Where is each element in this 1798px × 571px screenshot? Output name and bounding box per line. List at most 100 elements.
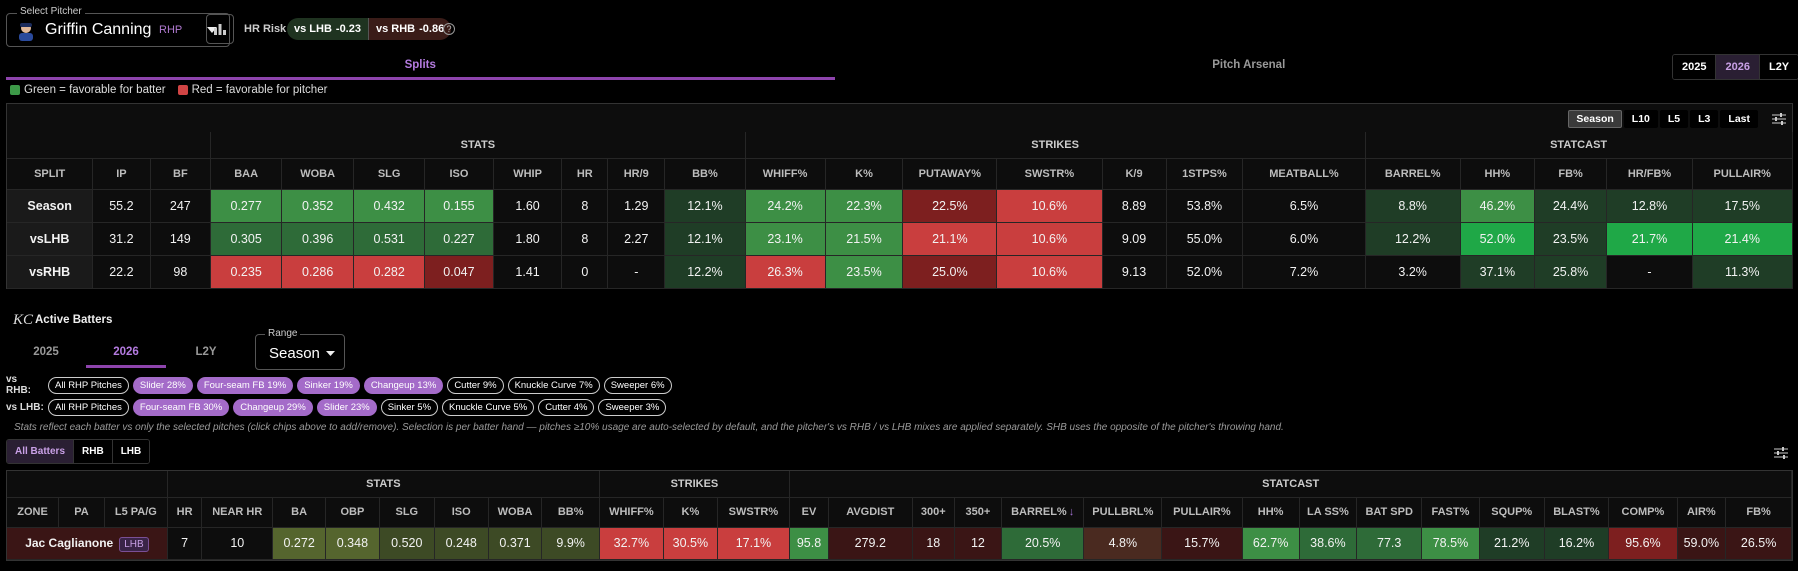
season-tab[interactable]: L2Y	[195, 346, 217, 358]
lhb-value: -0.23	[335, 23, 361, 35]
column-label: WOBA	[497, 506, 533, 518]
column-label: K%	[681, 506, 700, 518]
help-icon[interactable]: ?	[443, 23, 455, 35]
column-label: K%	[855, 167, 873, 180]
season-button[interactable]: L2Y	[1758, 55, 1798, 79]
group-header: STATCAST	[789, 471, 1793, 498]
cell: 0.282	[353, 255, 426, 289]
team-logo: KC	[13, 312, 34, 328]
tab[interactable]: Splits	[6, 54, 835, 80]
column-label: BB%	[557, 506, 584, 518]
column-label: PULLBRL%	[1092, 506, 1154, 518]
pitch-chip[interactable]: Sweeper 6%	[603, 376, 672, 394]
filter-button[interactable]: LHB	[111, 440, 150, 463]
settings-icon[interactable]	[1774, 446, 1788, 460]
cell: 32.7%	[599, 527, 664, 560]
pitch-chip[interactable]: Sweeper 3%	[598, 398, 667, 416]
period-button[interactable]: Last	[1720, 110, 1758, 128]
hr-risk-label: HR Risk	[244, 23, 287, 35]
column-header: HH%	[1242, 497, 1300, 528]
period-button[interactable]: L5	[1659, 110, 1689, 128]
cell: 24.4%	[1534, 189, 1608, 223]
pitch-chip[interactable]: Knuckle Curve 7%	[507, 376, 600, 394]
column-label: AIR%	[1686, 506, 1716, 518]
pitch-chip[interactable]: Sinker 5%	[380, 398, 439, 416]
tab[interactable]: Pitch Arsenal	[1212, 59, 1286, 71]
pitch-chip[interactable]: Slider 28%	[132, 376, 193, 394]
cell: 21.7%	[1606, 222, 1693, 256]
legend-swatch	[10, 85, 20, 95]
period-button[interactable]: L10	[1623, 110, 1658, 128]
season-button[interactable]: 2026	[1715, 55, 1759, 79]
settings-icon[interactable]	[1772, 112, 1786, 126]
cell: 55.2	[92, 189, 151, 223]
cell: 0	[561, 255, 609, 289]
cell: 1.80	[493, 222, 563, 256]
legend: Green = favorable for batter Red = favora…	[10, 84, 327, 96]
pitch-chip[interactable]: All RHP Pitches	[48, 398, 129, 416]
column-header: HR/9	[607, 158, 666, 190]
column-header: K%	[663, 497, 718, 528]
cell: 24.2%	[745, 189, 826, 223]
column-label: BA	[291, 506, 308, 518]
cell: 0.047	[424, 255, 494, 289]
cell: 22.5%	[902, 189, 998, 223]
season-button[interactable]: 2025	[1673, 55, 1716, 79]
row-label: Season	[7, 189, 94, 223]
row-label: vsRHB	[7, 255, 94, 289]
pitch-chip[interactable]: Slider 23%	[316, 398, 377, 416]
pitch-chip[interactable]: Cutter 9%	[447, 376, 504, 394]
cell: 52.0%	[1460, 222, 1536, 256]
cell: 0.432	[353, 189, 426, 223]
column-label: AVGDIST	[846, 506, 895, 518]
column-header: SLG	[379, 497, 435, 528]
hr-risk-lhb: vs LHB -0.23	[287, 18, 368, 40]
chart-button[interactable]	[206, 14, 234, 44]
cell: 0.235	[210, 255, 283, 289]
column-header: FAST%	[1421, 497, 1480, 528]
cell: 247	[150, 189, 212, 223]
column-header: SPLIT	[7, 158, 94, 190]
season-tab[interactable]: 2025	[33, 346, 59, 358]
column-header: WOBA	[488, 497, 543, 528]
pitcher-name: Griffin Canning	[45, 21, 152, 38]
column-label: NEAR HR	[212, 506, 263, 518]
filter-button[interactable]: All Batters	[7, 440, 74, 463]
column-header: AVGDIST	[828, 497, 913, 528]
pitch-chip[interactable]: Changeup 13%	[363, 376, 444, 394]
pitcher-select[interactable]: Select Pitcher Griffin Canning RHP	[6, 6, 230, 47]
dropdown-caret	[326, 351, 335, 356]
pitch-chip[interactable]: All RHP Pitches	[48, 376, 129, 394]
column-label: PULLAIR%	[1713, 167, 1771, 180]
range-select[interactable]: Range Season	[255, 328, 345, 370]
pitch-chip[interactable]: Changeup 29%	[233, 398, 313, 416]
pitch-chip[interactable]: Sinker 19%	[297, 376, 360, 394]
pitch-chip[interactable]: Four-seam FB 30%	[132, 398, 230, 416]
column-label: SLG	[395, 506, 419, 518]
cell: 0.396	[281, 222, 355, 256]
group-header: STRIKES	[599, 471, 791, 498]
note: Stats reflect each batter vs only the se…	[14, 422, 1284, 433]
column-header: AIR%	[1677, 497, 1726, 528]
column-header: K%	[825, 158, 904, 190]
pitch-chip[interactable]: Cutter 4%	[538, 398, 595, 416]
column-label: SWSTR%	[1024, 167, 1075, 180]
range-value: Season	[269, 345, 320, 362]
chip-row-label: vs RHB:	[6, 374, 31, 396]
period-button[interactable]: L3	[1690, 110, 1719, 128]
season-tab[interactable]: 2026	[86, 342, 166, 368]
cell: 16.2%	[1544, 527, 1610, 560]
select-label: Select Pitcher	[17, 6, 85, 17]
cell: 26.5%	[1725, 527, 1793, 560]
range-label: Range	[265, 328, 301, 339]
filter-button[interactable]: RHB	[73, 440, 112, 463]
cell: 11.3%	[1692, 255, 1793, 289]
pitch-chip[interactable]: Knuckle Curve 5%	[442, 398, 535, 416]
column-label: LA SS%	[1307, 506, 1349, 518]
pitch-chip[interactable]: Four-seam FB 19%	[196, 376, 294, 394]
column-header: SWSTR%	[996, 158, 1103, 190]
cell: 12	[954, 527, 1002, 560]
period-button[interactable]: Season	[1568, 110, 1622, 128]
column-header: SLG	[353, 158, 426, 190]
